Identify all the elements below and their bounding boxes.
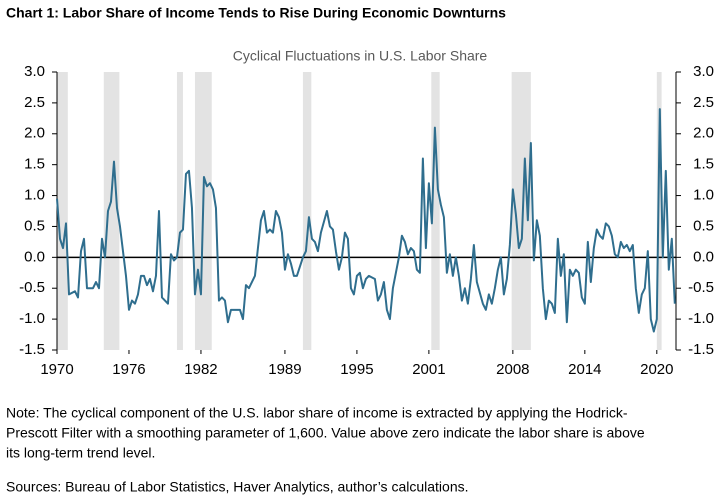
x-tick-label: 1976 <box>112 361 145 378</box>
y-tick-label: 0.0 <box>24 248 45 265</box>
note-line: its long-term trend level. <box>6 445 155 461</box>
y-tick-label: 0.5 <box>24 217 45 234</box>
sources: Sources: Bureau of Labor Statistics, Hav… <box>6 479 469 495</box>
recession-band <box>431 72 440 350</box>
note-line: Prescott Filter with a smoothing paramet… <box>6 425 645 441</box>
x-tick-label: 2008 <box>496 361 529 378</box>
y2-tick-label: 0.5 <box>693 217 714 234</box>
x-tick-label: 1982 <box>184 361 217 378</box>
recession-band <box>511 72 531 350</box>
y2-tick-label: 2.0 <box>693 125 714 142</box>
y2-tick-label: 1.0 <box>693 187 714 204</box>
x-tick-label: 1995 <box>340 361 373 378</box>
chart-title: Chart 1: Labor Share of Income Tends to … <box>6 5 506 21</box>
y-tick-label: 2.5 <box>24 94 45 111</box>
recession-band <box>302 72 312 350</box>
recession-band <box>103 72 120 350</box>
y-tick-label: 2.0 <box>24 125 45 142</box>
y2-tick-label: -1.0 <box>688 310 714 327</box>
y2-tick-label: 0.0 <box>693 248 714 265</box>
y2-tick-label: 3.0 <box>693 63 714 80</box>
y-tick-label: -1.5 <box>19 341 45 358</box>
y-tick-label: 1.0 <box>24 187 45 204</box>
x-tick-label: 2014 <box>568 361 601 378</box>
y-tick-label: -0.5 <box>19 279 45 296</box>
x-tick-label: 2020 <box>640 361 673 378</box>
chart-subtitle: Cyclical Fluctuations in U.S. Labor Shar… <box>233 48 488 64</box>
x-tick-label: 1989 <box>268 361 301 378</box>
y-tick-label: 1.5 <box>24 156 45 173</box>
series-line <box>56 108 676 333</box>
y2-tick-label: 2.5 <box>693 94 714 111</box>
recession-band <box>57 72 68 350</box>
y-tick-label: 3.0 <box>24 63 45 80</box>
recession-band <box>176 72 183 350</box>
x-tick-label: 1970 <box>40 361 73 378</box>
y-tick-label: -1.0 <box>19 310 45 327</box>
x-tick-label: 2001 <box>412 361 445 378</box>
y2-tick-label: -0.5 <box>688 279 714 296</box>
note-line: Note: The cyclical component of the U.S.… <box>6 405 628 421</box>
y2-tick-label: 1.5 <box>693 156 714 173</box>
y2-tick-label: -1.5 <box>688 341 714 358</box>
